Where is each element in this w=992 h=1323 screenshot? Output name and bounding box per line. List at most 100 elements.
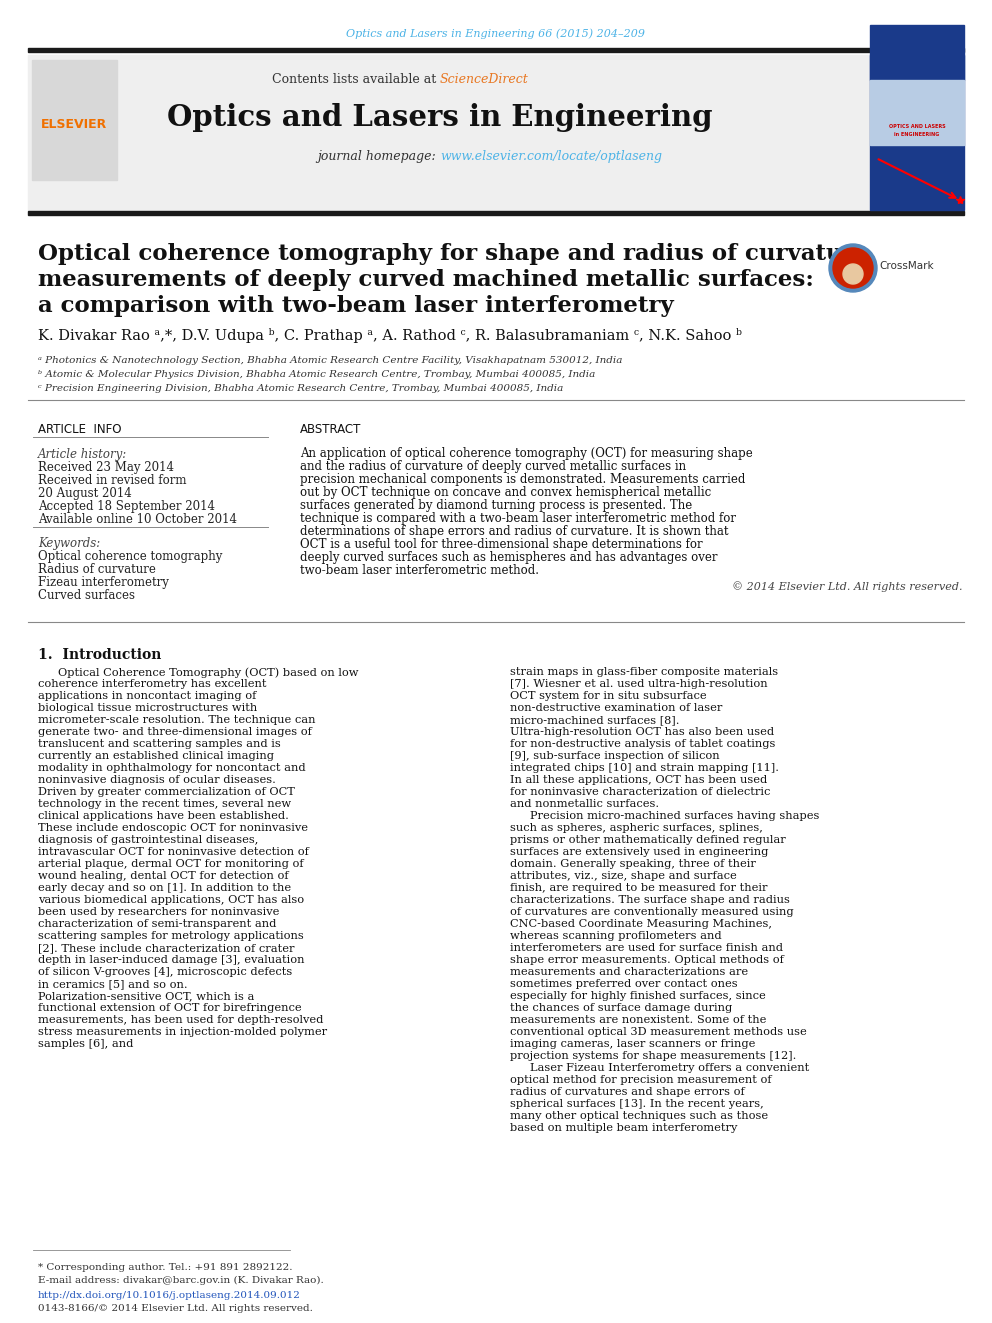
Text: integrated chips [10] and strain mapping [11].: integrated chips [10] and strain mapping… [510, 763, 779, 773]
Text: conventional optical 3D measurement methods use: conventional optical 3D measurement meth… [510, 1027, 806, 1037]
Text: www.elsevier.com/locate/optlaseng: www.elsevier.com/locate/optlaseng [440, 149, 662, 163]
Text: Precision micro-machined surfaces having shapes: Precision micro-machined surfaces having… [530, 811, 819, 822]
Text: measurements, has been used for depth-resolved: measurements, has been used for depth-re… [38, 1015, 323, 1025]
Text: characterizations. The surface shape and radius: characterizations. The surface shape and… [510, 894, 790, 905]
Text: © 2014 Elsevier Ltd. All rights reserved.: © 2014 Elsevier Ltd. All rights reserved… [731, 581, 962, 591]
Text: 0143-8166/© 2014 Elsevier Ltd. All rights reserved.: 0143-8166/© 2014 Elsevier Ltd. All right… [38, 1304, 312, 1312]
Text: noninvasive diagnosis of ocular diseases.: noninvasive diagnosis of ocular diseases… [38, 775, 276, 785]
Text: clinical applications have been established.: clinical applications have been establis… [38, 811, 289, 822]
Text: and the radius of curvature of deeply curved metallic surfaces in: and the radius of curvature of deeply cu… [300, 460, 686, 474]
Text: ᶜ Precision Engineering Division, Bhabha Atomic Research Centre, Trombay, Mumbai: ᶜ Precision Engineering Division, Bhabha… [38, 384, 563, 393]
Text: surfaces are extensively used in engineering: surfaces are extensively used in enginee… [510, 847, 769, 857]
Text: stress measurements in injection-molded polymer: stress measurements in injection-molded … [38, 1027, 327, 1037]
Text: OCT system for in situ subsurface: OCT system for in situ subsurface [510, 691, 706, 701]
Text: Optical coherence tomography for shape and radius of curvature: Optical coherence tomography for shape a… [38, 243, 869, 265]
Text: early decay and so on [1]. In addition to the: early decay and so on [1]. In addition t… [38, 882, 291, 893]
Text: [7]. Wiesner et al. used ultra-high-resolution: [7]. Wiesner et al. used ultra-high-reso… [510, 679, 768, 689]
Text: radius of curvatures and shape errors of: radius of curvatures and shape errors of [510, 1088, 745, 1097]
Text: many other optical techniques such as those: many other optical techniques such as th… [510, 1111, 768, 1121]
Text: especially for highly finished surfaces, since: especially for highly finished surfaces,… [510, 991, 766, 1002]
Text: CNC-based Coordinate Measuring Machines,: CNC-based Coordinate Measuring Machines, [510, 919, 772, 929]
Text: Available online 10 October 2014: Available online 10 October 2014 [38, 513, 237, 527]
Text: the chances of surface damage during: the chances of surface damage during [510, 1003, 732, 1013]
Text: interferometers are used for surface finish and: interferometers are used for surface fin… [510, 943, 783, 953]
Text: Received in revised form: Received in revised form [38, 474, 186, 487]
Text: Optical coherence tomography: Optical coherence tomography [38, 550, 222, 564]
Text: ABSTRACT: ABSTRACT [300, 423, 361, 437]
Text: Received 23 May 2014: Received 23 May 2014 [38, 460, 174, 474]
Text: ARTICLE  INFO: ARTICLE INFO [38, 423, 121, 437]
Text: measurements of deeply curved machined metallic surfaces:: measurements of deeply curved machined m… [38, 269, 813, 291]
Text: diagnosis of gastrointestinal diseases,: diagnosis of gastrointestinal diseases, [38, 835, 258, 845]
Text: strain maps in glass-fiber composite materials: strain maps in glass-fiber composite mat… [510, 667, 778, 677]
Text: CrossMark: CrossMark [879, 261, 933, 271]
Bar [120, 56, 870, 210]
Text: OCT is a useful tool for three-dimensional shape determinations for: OCT is a useful tool for three-dimension… [300, 538, 702, 550]
Bar [28, 48, 964, 52]
Text: Article history:: Article history: [38, 448, 127, 460]
Text: characterization of semi-transparent and: characterization of semi-transparent and [38, 919, 277, 929]
Text: Fizeau interferometry: Fizeau interferometry [38, 576, 169, 589]
Text: finish, are required to be measured for their: finish, are required to be measured for … [510, 882, 768, 893]
Text: Ultra-high-resolution OCT has also been used: Ultra-high-resolution OCT has also been … [510, 728, 774, 737]
Text: in ceramics [5] and so on.: in ceramics [5] and so on. [38, 979, 187, 990]
Circle shape [829, 243, 877, 292]
Text: An application of optical coherence tomography (OCT) for measuring shape: An application of optical coherence tomo… [300, 447, 753, 460]
Text: modality in ophthalmology for noncontact and: modality in ophthalmology for noncontact… [38, 763, 306, 773]
Text: out by OCT technique on concave and convex hemispherical metallic: out by OCT technique on concave and conv… [300, 486, 711, 499]
Text: measurements are nonexistent. Some of the: measurements are nonexistent. Some of th… [510, 1015, 767, 1025]
Bar [28, 210, 964, 216]
Text: two-beam laser interferometric method.: two-beam laser interferometric method. [300, 564, 539, 577]
Text: measurements and characterizations are: measurements and characterizations are [510, 967, 748, 976]
Text: micrometer-scale resolution. The technique can: micrometer-scale resolution. The techniq… [38, 714, 315, 725]
Text: coherence interferometry has excellent: coherence interferometry has excellent [38, 679, 267, 689]
Text: 1.  Introduction: 1. Introduction [38, 648, 162, 662]
Text: Driven by greater commercialization of OCT: Driven by greater commercialization of O… [38, 787, 295, 796]
Bar [870, 79, 964, 146]
Text: Laser Fizeau Interferometry offers a convenient: Laser Fizeau Interferometry offers a con… [530, 1062, 809, 1073]
Text: such as spheres, aspheric surfaces, splines,: such as spheres, aspheric surfaces, spli… [510, 823, 763, 833]
Text: OPTICS AND LASERS: OPTICS AND LASERS [889, 124, 945, 130]
Text: ScienceDirect: ScienceDirect [440, 73, 529, 86]
Text: Optical Coherence Tomography (OCT) based on low: Optical Coherence Tomography (OCT) based… [58, 667, 358, 677]
Text: based on multiple beam interferometry: based on multiple beam interferometry [510, 1123, 737, 1132]
Text: In all these applications, OCT has been used: In all these applications, OCT has been … [510, 775, 767, 785]
Bar [28, 56, 121, 210]
Bar [870, 56, 964, 210]
Text: applications in noncontact imaging of: applications in noncontact imaging of [38, 691, 256, 701]
Text: depth in laser-induced damage [3], evaluation: depth in laser-induced damage [3], evalu… [38, 955, 305, 964]
Text: in ENGINEERING: in ENGINEERING [895, 132, 939, 138]
Circle shape [833, 247, 873, 288]
Text: http://dx.doi.org/10.1016/j.optlaseng.2014.09.012: http://dx.doi.org/10.1016/j.optlaseng.20… [38, 1291, 301, 1301]
Bar [32, 60, 117, 180]
Text: determinations of shape errors and radius of curvature. It is shown that: determinations of shape errors and radiu… [300, 525, 728, 538]
Text: projection systems for shape measurements [12].: projection systems for shape measurement… [510, 1050, 797, 1061]
Text: scattering samples for metrology applications: scattering samples for metrology applica… [38, 931, 304, 941]
Text: technique is compared with a two-beam laser interferometric method for: technique is compared with a two-beam la… [300, 512, 736, 525]
Text: surfaces generated by diamond turning process is presented. The: surfaces generated by diamond turning pr… [300, 499, 692, 512]
Text: journal homepage:: journal homepage: [317, 149, 440, 163]
Text: micro-machined surfaces [8].: micro-machined surfaces [8]. [510, 714, 680, 725]
Text: Optics and Lasers in Engineering: Optics and Lasers in Engineering [168, 103, 712, 132]
Text: biological tissue microstructures with: biological tissue microstructures with [38, 703, 257, 713]
Text: and nonmetallic surfaces.: and nonmetallic surfaces. [510, 799, 659, 808]
Text: for non-destructive analysis of tablet coatings: for non-destructive analysis of tablet c… [510, 740, 776, 749]
Text: Optics and Lasers in Engineering 66 (2015) 204–209: Optics and Lasers in Engineering 66 (201… [346, 28, 646, 38]
Text: K. Divakar Rao ᵃ,*, D.V. Udupa ᵇ, C. Prathap ᵃ, A. Rathod ᶜ, R. Balasubramaniam : K. Divakar Rao ᵃ,*, D.V. Udupa ᵇ, C. Pra… [38, 328, 742, 343]
Text: Keywords:: Keywords: [38, 537, 100, 550]
Text: optical method for precision measurement of: optical method for precision measurement… [510, 1076, 772, 1085]
Text: E-mail address: divakar@barc.gov.in (K. Divakar Rao).: E-mail address: divakar@barc.gov.in (K. … [38, 1275, 323, 1285]
Text: Curved surfaces: Curved surfaces [38, 589, 135, 602]
Bar [870, 25, 964, 79]
Text: translucent and scattering samples and is: translucent and scattering samples and i… [38, 740, 281, 749]
Text: Polarization-sensitive OCT, which is a: Polarization-sensitive OCT, which is a [38, 991, 254, 1002]
Text: attributes, viz., size, shape and surface: attributes, viz., size, shape and surfac… [510, 871, 737, 881]
Text: * Corresponding author. Tel.: +91 891 2892122.: * Corresponding author. Tel.: +91 891 28… [38, 1263, 293, 1271]
Text: for noninvasive characterization of dielectric: for noninvasive characterization of diel… [510, 787, 771, 796]
Circle shape [843, 265, 863, 284]
Text: ELSEVIER: ELSEVIER [41, 119, 107, 131]
Text: of curvatures are conventionally measured using: of curvatures are conventionally measure… [510, 908, 794, 917]
Text: spherical surfaces [13]. In the recent years,: spherical surfaces [13]. In the recent y… [510, 1099, 764, 1109]
Text: functional extension of OCT for birefringence: functional extension of OCT for birefrin… [38, 1003, 302, 1013]
Text: [9], sub-surface inspection of silicon: [9], sub-surface inspection of silicon [510, 751, 719, 761]
